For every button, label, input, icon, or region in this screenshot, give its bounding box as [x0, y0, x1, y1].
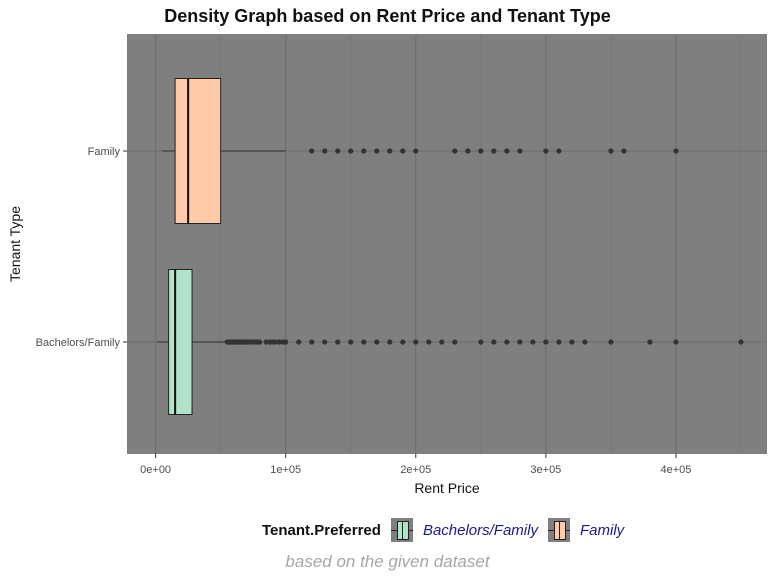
outlier-bachelors-family-36 [387, 339, 393, 345]
outlier-family-1 [322, 148, 328, 154]
outlier-bachelors-family-49 [569, 339, 575, 345]
outlier-bachelors-family-35 [374, 339, 380, 345]
outlier-family-2 [335, 148, 341, 154]
outlier-family-10 [465, 148, 471, 154]
outlier-bachelors-family-38 [413, 339, 419, 345]
boxplot-chart: 0e+00 1e+05 2e+05 3e+05 4e+05 Family Bachelor… [7, 34, 767, 496]
x-axis-ticks: 0e+00 1e+05 2e+05 3e+05 4e+05 [140, 454, 691, 476]
box-bachelors-family [168, 269, 193, 415]
outlier-family-18 [621, 148, 627, 154]
outlier-bachelors-family-31 [322, 339, 328, 345]
y-axis-label: Tenant Type [7, 206, 23, 282]
outlier-bachelors-family-39 [426, 339, 432, 345]
legend-key-family [547, 518, 570, 542]
outlier-bachelors-family-41 [452, 339, 458, 345]
outlier-family-16 [556, 148, 562, 154]
outliers-layer [224, 148, 744, 345]
x-tick-label-1: 1e+05 [270, 464, 301, 476]
outlier-bachelors-family-29 [296, 339, 302, 345]
outlier-bachelors-family-42 [478, 339, 484, 345]
outlier-bachelors-family-34 [361, 339, 367, 345]
box-family [174, 78, 222, 224]
x-tick-label-3: 3e+05 [530, 464, 561, 476]
outlier-bachelors-family-44 [504, 339, 510, 345]
outlier-family-14 [517, 148, 523, 154]
outlier-bachelors-family-53 [673, 339, 679, 345]
outlier-family-0 [309, 148, 315, 154]
outlier-bachelors-family-33 [348, 339, 354, 345]
outlier-family-15 [543, 148, 549, 154]
legend-label-bachelors-family: Bachelors/Family [422, 521, 538, 539]
outlier-bachelors-family-48 [556, 339, 562, 345]
outlier-bachelors-family-45 [517, 339, 523, 345]
outlier-family-5 [374, 148, 380, 154]
outlier-bachelors-family-28 [283, 339, 289, 345]
outlier-bachelors-family-21 [257, 339, 263, 345]
outlier-family-6 [387, 148, 393, 154]
outlier-bachelors-family-26 [276, 339, 282, 345]
legend-label-family: Family [579, 521, 625, 539]
outlier-family-8 [413, 148, 419, 154]
outlier-family-13 [504, 148, 510, 154]
outlier-family-12 [491, 148, 497, 154]
outlier-bachelors-family-47 [543, 339, 549, 345]
outlier-bachelors-family-52 [647, 339, 653, 345]
x-tick-label-4: 4e+05 [660, 464, 691, 476]
x-tick-label-2: 2e+05 [400, 464, 431, 476]
outlier-bachelors-family-40 [439, 339, 445, 345]
outlier-bachelors-family-25 [272, 339, 278, 345]
outlier-bachelors-family-22 [263, 339, 269, 345]
outlier-bachelors-family-32 [335, 339, 341, 345]
x-tick-label-0: 0e+00 [140, 464, 171, 476]
outlier-bachelors-family-30 [309, 339, 315, 345]
outlier-bachelors-family-51 [608, 339, 614, 345]
outlier-family-7 [400, 148, 406, 154]
outlier-family-9 [452, 148, 458, 154]
y-axis-ticks: Family Bachelors/Family [36, 146, 127, 349]
outlier-bachelors-family-46 [530, 339, 536, 345]
y-tick-label-0: Family [88, 146, 121, 158]
outlier-family-11 [478, 148, 484, 154]
outlier-bachelors-family-43 [491, 339, 497, 345]
y-tick-label-1: Bachelors/Family [36, 337, 121, 349]
outlier-family-3 [348, 148, 354, 154]
outlier-family-19 [673, 148, 679, 154]
legend: Tenant.Preferred Bachelors/Family Family [262, 516, 634, 544]
outlier-bachelors-family-54 [738, 339, 744, 345]
legend-key-bachelors-family [390, 518, 413, 542]
outlier-family-4 [361, 148, 367, 154]
outlier-bachelors-family-37 [400, 339, 406, 345]
caption: based on the given dataset [285, 552, 490, 571]
outlier-family-17 [608, 148, 614, 154]
boxes-layer [156, 78, 286, 415]
outlier-bachelors-family-50 [582, 339, 588, 345]
plot-panel [127, 34, 767, 454]
x-axis-label: Rent Price [414, 480, 480, 496]
legend-title: Tenant.Preferred [262, 521, 381, 539]
minor-gridlines [220, 34, 742, 454]
chart-title: Density Graph based on Rent Price and Te… [164, 6, 611, 26]
